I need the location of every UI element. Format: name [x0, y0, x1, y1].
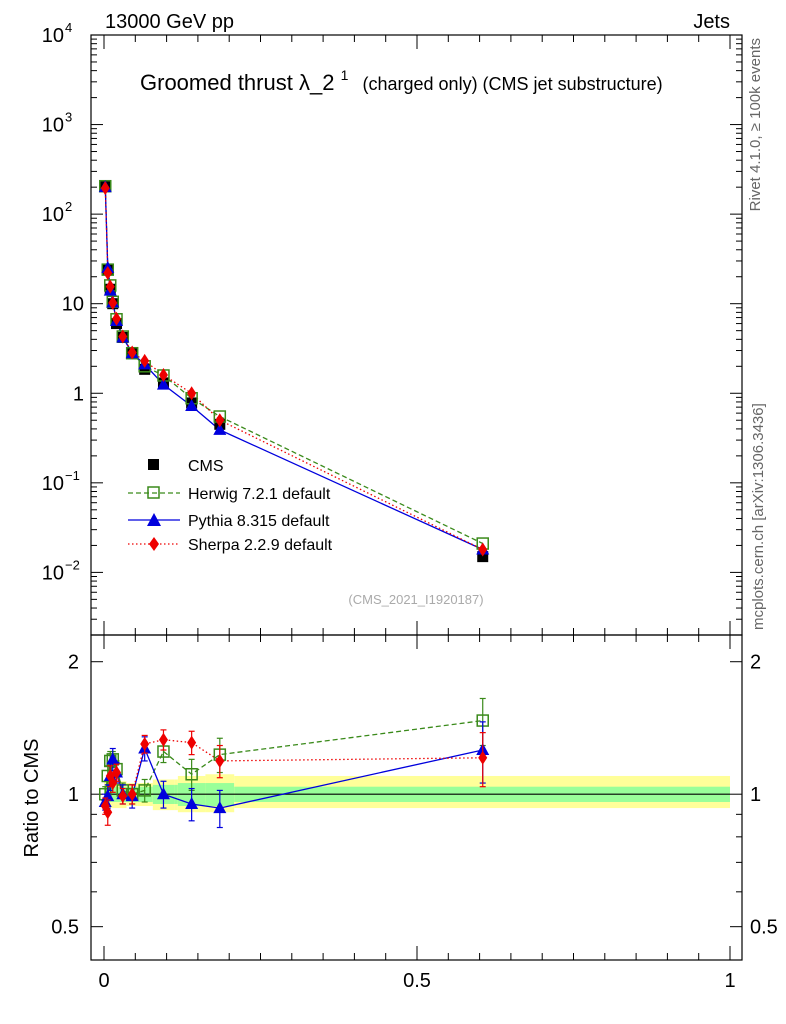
ratio-y-tick-label: 0.5 [51, 917, 79, 939]
ratio-y-tick-label-right: 2 [750, 652, 761, 674]
main-point-sherpa [105, 279, 115, 294]
main-point-sherpa [215, 413, 225, 428]
ratio-x-tick-label: 0.5 [403, 970, 431, 992]
main-y-tick-superscript: −2 [65, 557, 80, 572]
ratio-uncertainty-bands [104, 774, 730, 813]
main-point-pythia [185, 399, 199, 412]
legend: CMS Herwig 7.2.1 default Pythia 8.315 de… [128, 458, 333, 554]
ratio-point-sherpa [103, 805, 113, 820]
ratio-point-sherpa [140, 737, 150, 752]
main-point-sherpa [103, 266, 113, 281]
title-superscript: 1 [341, 67, 349, 83]
legend-marker-herwig [147, 486, 160, 499]
legend-marker-pythia [147, 513, 161, 526]
ratio-point-pythia [185, 796, 199, 809]
ratio-point-sherpa [118, 789, 128, 804]
main-point-data [477, 551, 489, 563]
main-y-tick-label: 1 [73, 383, 84, 405]
main-y-tick-superscript: −1 [65, 468, 80, 483]
header-right: Jets [693, 11, 730, 33]
ratio-point-herwig [138, 784, 151, 797]
main-y-tick-label: 10 [42, 204, 64, 226]
main-point-pythia [213, 422, 227, 435]
header-left: 13000 GeV pp [105, 11, 234, 33]
ratio-axis-ticks: 0.5 0.5 1 1 2 2 0 0.5 1 [51, 635, 778, 992]
plot-title: Groomed thrust λ_2 1 (charged only) (CMS… [140, 60, 663, 95]
ratio-y-tick-label-right: 1 [750, 784, 761, 806]
ratio-point-sherpa [215, 753, 225, 768]
analysis-id: (CMS_2021_I1920187) [348, 592, 483, 607]
main-point-sherpa [158, 367, 168, 382]
legend-label-pythia: Pythia 8.315 default [188, 513, 330, 530]
side-label-bottom: mcplots.cern.ch [arXiv:1306.3436] [750, 403, 767, 630]
ratio-x-tick-label: 1 [724, 970, 735, 992]
ratio-point-sherpa [158, 732, 168, 747]
ratio-point-sherpa [108, 776, 118, 791]
main-point-sherpa [187, 386, 197, 401]
main-point-sherpa [108, 295, 118, 310]
ratio-series [98, 697, 490, 829]
main-y-tick-label: 10 [42, 473, 64, 495]
main-point-sherpa [100, 181, 110, 196]
ratio-point-pythia [106, 752, 120, 765]
ratio-x-tick-label: 0 [98, 970, 109, 992]
main-point-sherpa [127, 345, 137, 360]
main-point-pythia [156, 377, 170, 390]
main-point-sherpa [478, 542, 488, 557]
main-series [98, 179, 490, 563]
ratio-point-sherpa [187, 735, 197, 750]
side-label-top: Rivet 4.1.0, ≥ 100k events [747, 38, 764, 211]
main-y-tick-superscript: 3 [65, 110, 72, 125]
main-point-sherpa [112, 311, 122, 326]
ratio-y-label: Ratio to CMS [21, 739, 43, 858]
legend-label-cms: CMS [188, 458, 224, 475]
main-y-tick-label: 10 [42, 25, 64, 47]
ratio-y-tick-label: 2 [68, 652, 79, 674]
ratio-y-tick-label: 1 [68, 784, 79, 806]
legend-label-sherpa: Sherpa 2.2.9 default [188, 537, 333, 554]
ratio-point-sherpa [112, 765, 122, 780]
ratio-point-sherpa [127, 787, 137, 802]
ratio-point-pythia [213, 801, 227, 814]
main-point-sherpa [118, 329, 128, 344]
legend-label-herwig: Herwig 7.2.1 default [188, 486, 331, 503]
ratio-line-herwig [104, 719, 483, 795]
ratio-panel: 0.5 0.5 1 1 2 2 0 0.5 1 Ratio to CMS [21, 634, 778, 992]
main-y-tick-superscript: 2 [65, 199, 72, 214]
ratio-point-pythia [156, 787, 170, 800]
legend-marker-cms [148, 459, 159, 470]
title-symbol: λ_2 [299, 70, 334, 95]
main-y-tick-label: 10 [62, 294, 84, 316]
main-point-sherpa [140, 353, 150, 368]
main-y-tick-label: 10 [42, 115, 64, 137]
ratio-y-tick-label-right: 0.5 [750, 917, 778, 939]
ratio-point-sherpa [478, 750, 488, 765]
title-suffix: (charged only) (CMS jet substructure) [363, 74, 663, 94]
legend-marker-sherpa [149, 537, 159, 551]
main-y-tick-label: 10 [42, 562, 64, 584]
main-y-tick-superscript: 4 [65, 20, 72, 35]
ratio-point-herwig [185, 767, 198, 781]
title-main: Groomed thrust [140, 70, 293, 95]
